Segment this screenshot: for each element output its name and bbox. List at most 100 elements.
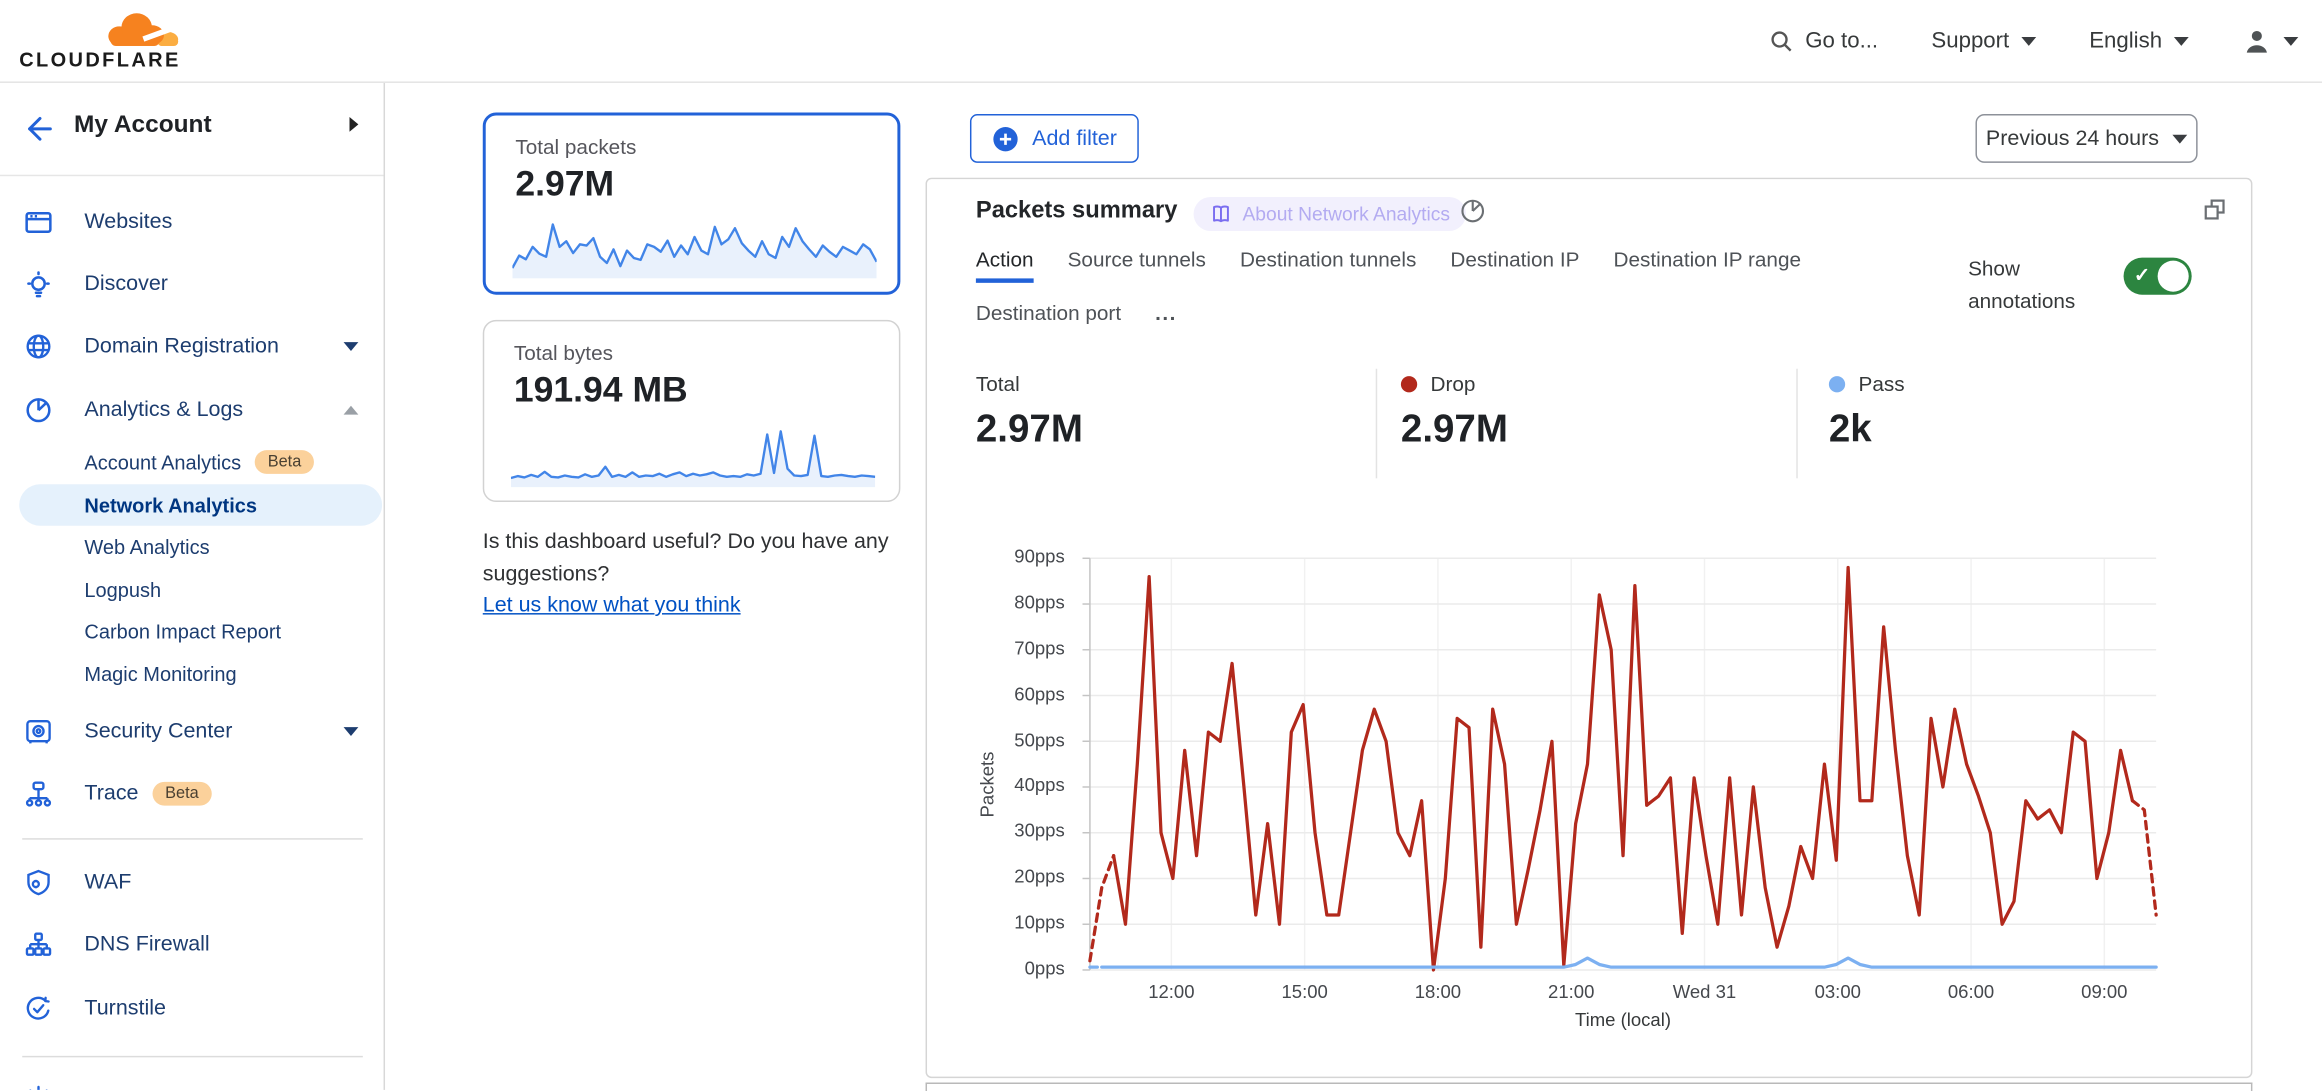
stat-drop: Drop 2.97M [1400, 371, 1508, 451]
chevron-down-icon [2283, 36, 2299, 46]
sidebar-item-network-analytics[interactable]: Network Analytics [19, 484, 383, 526]
goto-search[interactable]: Go to... [1770, 28, 1878, 53]
total-bytes-label: Total bytes [513, 340, 613, 365]
sidebar-item-discover[interactable]: Discover [0, 262, 384, 306]
pie-chart-icon [26, 398, 51, 423]
beta-badge: Beta [254, 450, 315, 474]
next-panel-edge [925, 1082, 2253, 1091]
tab-destination-port[interactable]: Destination port [975, 300, 1122, 325]
total-bytes-card[interactable]: Total bytes 191.94 MB [482, 319, 901, 503]
feedback-question: Is this dashboard useful? Do you have an… [482, 530, 889, 586]
stat-divider [1375, 368, 1378, 479]
chevron-up-icon [343, 405, 359, 415]
sidebar-item-waf[interactable]: WAF [0, 860, 384, 904]
lightbulb-icon [27, 271, 50, 298]
x-tick-label: 06:00 [1947, 981, 1995, 1003]
panel-title: Packets summary [975, 198, 1178, 224]
about-network-analytics-badge[interactable]: About Network Analytics [1193, 196, 1467, 232]
tab-action[interactable]: Action [975, 247, 1034, 283]
sidebar-item-turnstile[interactable]: Turnstile [0, 986, 384, 1030]
check-icon: ✓ [2133, 263, 2151, 286]
tab-destination-ip-range[interactable]: Destination IP range [1613, 247, 1802, 271]
y-tick-label: 80pps [1014, 592, 1065, 613]
sidebar-item-account-analytics[interactable]: Account Analytics Beta [0, 441, 384, 482]
packets-sparkline [512, 223, 877, 279]
sidebar-item-partial[interactable] [0, 1075, 384, 1090]
y-tick-label: 10pps [1014, 912, 1065, 934]
support-label: Support [1931, 28, 2010, 54]
sidebar-item-web-analytics[interactable]: Web Analytics [84, 535, 210, 558]
total-packets-value: 2.97M [515, 164, 615, 205]
total-bytes-value: 191.94 MB [513, 370, 688, 411]
expand-icon[interactable] [2201, 195, 2229, 223]
x-tick-label: 18:00 [1414, 981, 1462, 1003]
language-menu[interactable]: English [2089, 28, 2189, 53]
account-title[interactable]: My Account [74, 111, 212, 138]
chevron-right-icon[interactable] [349, 116, 359, 132]
account-header: My Account [0, 83, 384, 177]
sidebar-item-dns-firewall[interactable]: DNS Firewall [0, 923, 384, 967]
y-tick-label: 90pps [1014, 546, 1065, 568]
spark-icon [29, 1085, 48, 1090]
bytes-sparkline [510, 430, 876, 488]
shield-gear-icon [27, 869, 50, 896]
back-arrow-icon[interactable] [22, 113, 55, 146]
browser-window-icon [25, 211, 52, 234]
add-filter-button[interactable]: Add filter [969, 114, 1140, 163]
tab-destination-ip[interactable]: Destination IP [1450, 247, 1580, 271]
user-menu[interactable] [2242, 26, 2299, 56]
stat-divider [1796, 368, 1798, 479]
time-range-dropdown[interactable]: Previous 24 hours [1975, 114, 2198, 163]
toggle-knob [2157, 260, 2189, 292]
sidebar-item-analytics-logs[interactable]: Analytics & Logs [0, 388, 384, 432]
tab-source-tunnels[interactable]: Source tunnels [1067, 247, 1206, 271]
stat-drop-value: 2.97M [1400, 405, 1508, 451]
sidebar-item-domain-registration[interactable]: Domain Registration [0, 324, 384, 368]
show-annotations-toggle[interactable]: ✓ [2123, 257, 2192, 295]
chevron-down-icon [2173, 36, 2189, 46]
packets-line-chart [1082, 557, 2158, 972]
stat-pass: Pass 2k [1828, 371, 1905, 451]
chevron-down-icon [2172, 134, 2188, 143]
x-axis-title: Time (local) [1575, 1009, 1672, 1031]
tabs-more-ellipsis[interactable]: ... [1155, 300, 1177, 325]
globe-icon [26, 334, 51, 359]
total-packets-card[interactable]: Total packets 2.97M [482, 112, 901, 295]
sidebar-item-websites[interactable]: Websites [0, 200, 384, 244]
user-icon [2246, 30, 2267, 52]
y-tick-label: 20pps [1014, 866, 1065, 888]
cloudflare-logo[interactable]: CLOUDFLARE [19, 6, 191, 74]
stat-total-value: 2.97M [975, 405, 1083, 451]
dimension-tabs: Action Source tunnels Destination tunnel… [975, 247, 1936, 336]
sidebar-divider [22, 1055, 363, 1058]
chevron-down-icon [343, 727, 359, 736]
cloudflare-cloud-icon [102, 13, 182, 51]
drop-dot [1400, 375, 1418, 392]
sidebar: My Account Websites Discover Doma [0, 82, 386, 1090]
sidebar-item-security-center[interactable]: Security Center [0, 709, 384, 753]
y-axis-ticks: 0pps 10pps 20pps 30pps 40pps 50pps 60pps 70pps 8… [954, 546, 1078, 978]
chevron-down-icon [343, 342, 359, 351]
y-tick-label: 50pps [1014, 729, 1065, 751]
language-label: English [2089, 28, 2163, 54]
support-menu[interactable]: Support [1931, 28, 2036, 54]
total-packets-label: Total packets [515, 134, 637, 159]
y-tick-label: 0pps [1024, 958, 1065, 979]
topbar: CLOUDFLARE Go to... Support English [0, 0, 2322, 83]
search-icon [1771, 30, 1792, 51]
sidebar-item-carbon-impact-report[interactable]: Carbon Impact Report [84, 619, 282, 642]
y-tick-label: 30pps [1014, 820, 1065, 842]
plus-circle-icon [993, 126, 1018, 151]
pass-dot [1828, 375, 1846, 392]
feedback-link[interactable]: Let us know what you think [482, 593, 741, 618]
show-annotations-label: Show annotations [1968, 256, 2076, 313]
stat-total: Total 2.97M [975, 371, 1083, 451]
sidebar-item-magic-monitoring[interactable]: Magic Monitoring [84, 662, 237, 685]
tab-destination-tunnels[interactable]: Destination tunnels [1239, 247, 1417, 271]
sidebar-divider [22, 838, 363, 840]
sidebar-item-logpush[interactable]: Logpush [84, 578, 162, 601]
sidebar-item-trace[interactable]: Trace Beta [0, 772, 384, 816]
safe-icon [26, 719, 51, 744]
pie-chart-icon[interactable] [1459, 197, 1487, 225]
